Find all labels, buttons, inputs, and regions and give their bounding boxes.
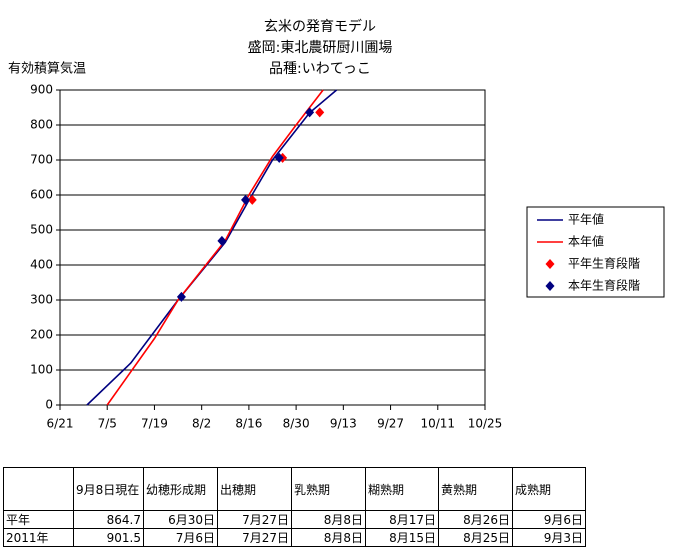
x-tick-label: 10/11 — [420, 417, 455, 431]
series-line — [106, 89, 324, 406]
x-tick-label: 9/13 — [330, 417, 357, 431]
x-tick-label: 7/5 — [98, 417, 117, 431]
table-cell: 7月27日 — [217, 528, 292, 547]
series-marker — [274, 152, 284, 163]
y-tick-label: 800 — [30, 118, 53, 132]
series-marker — [315, 107, 325, 118]
table-cell: 8月17日 — [365, 510, 439, 529]
table-row: 2011年 901.5 7月6日 7月27日 8月8日 8月15日 8月25日 9月3日 — [3, 528, 586, 547]
series-marker — [217, 235, 227, 246]
x-tick-label: 6/21 — [47, 417, 74, 431]
x-tick-label: 8/30 — [283, 417, 310, 431]
table-cell: 黄熟期 — [438, 467, 513, 511]
legend-swatch — [545, 281, 555, 291]
table-header: 9月8日現在 幼穂形成期 出穂期 乳熟期 糊熟期 黄熟期 成熟期 — [3, 467, 586, 511]
legend-label: 本年値 — [568, 234, 604, 249]
table-cell: 7月27日 — [217, 510, 292, 529]
series-marker — [241, 194, 251, 205]
y-tick-label: 400 — [30, 258, 53, 272]
table-cell: 864.7 — [73, 510, 144, 529]
table-cell: 出穂期 — [217, 467, 292, 511]
series-marker — [247, 194, 257, 205]
table-cell: 6月30日 — [143, 510, 218, 529]
series-marker — [305, 107, 315, 118]
y-tick-label: 200 — [30, 328, 53, 342]
legend-label: 平年値 — [568, 212, 604, 227]
y-axis-label: 有効積算気温 — [8, 61, 86, 77]
table-cell: 9月6日 — [512, 510, 586, 529]
x-tick-label: 8/16 — [235, 417, 262, 431]
table-cell: 9月3日 — [512, 528, 586, 547]
table-cell: 成熟期 — [512, 467, 586, 511]
x-tick-label: 9/27 — [377, 417, 404, 431]
table-cell: 平年 — [3, 510, 74, 529]
chart-title: 玄米の発育モデル — [264, 18, 376, 35]
x-tick-label: 10/25 — [468, 417, 503, 431]
table-cell: 901.5 — [73, 528, 144, 547]
table: 9月8日現在 幼穂形成期 出穂期 乳熟期 糊熟期 黄熟期 成熟期 平年 864.7 6月30日 7… — [3, 467, 586, 547]
x-tick-label: 7/19 — [141, 417, 168, 431]
table-cell: 2011年 — [3, 528, 74, 547]
y-tick-label: 600 — [30, 188, 53, 202]
legend-label: 本年生育段階 — [568, 278, 640, 293]
table-row: 平年 864.7 6月30日 7月27日 8月8日 8月17日 8月26日 9月6日 — [3, 510, 586, 529]
chart-subtitle: 盛岡:東北農研厨川圃場 — [248, 40, 393, 56]
table-cell: 8月26日 — [438, 510, 513, 529]
legend-label: 平年生育段階 — [568, 256, 640, 271]
table-cell: 8月8日 — [291, 528, 366, 547]
chart: 玄米の発育モデル 盛岡:東北農研厨川圃場 品種:いわてっこ 有効積算気温 0 10… — [8, 18, 665, 431]
x-tick-label: 8/2 — [192, 417, 211, 431]
y-tick-label: 700 — [30, 153, 53, 167]
table-cell: 8月15日 — [365, 528, 439, 547]
corner-cell — [3, 467, 74, 511]
y-tick-label: 500 — [30, 223, 53, 237]
series-marker — [176, 291, 186, 302]
table-cell: 乳熟期 — [291, 467, 366, 511]
y-tick-label: 900 — [30, 83, 53, 97]
plot-frame — [59, 89, 486, 406]
table-cell: 9月8日現在 — [73, 467, 144, 511]
table-cell: 幼穂形成期 — [143, 467, 218, 511]
table-cell: 8月25日 — [438, 528, 513, 547]
table-cell: 糊熟期 — [365, 467, 439, 511]
y-tick-label: 0 — [45, 398, 53, 412]
y-tick-label: 300 — [30, 293, 53, 307]
y-tick-label: 100 — [30, 363, 53, 377]
legend-swatch — [545, 259, 555, 269]
series-line — [86, 89, 338, 406]
table-cell: 7月6日 — [143, 528, 218, 547]
chart-subtitle: 品種:いわてっこ — [269, 61, 371, 77]
table-cell: 8月8日 — [291, 510, 366, 529]
